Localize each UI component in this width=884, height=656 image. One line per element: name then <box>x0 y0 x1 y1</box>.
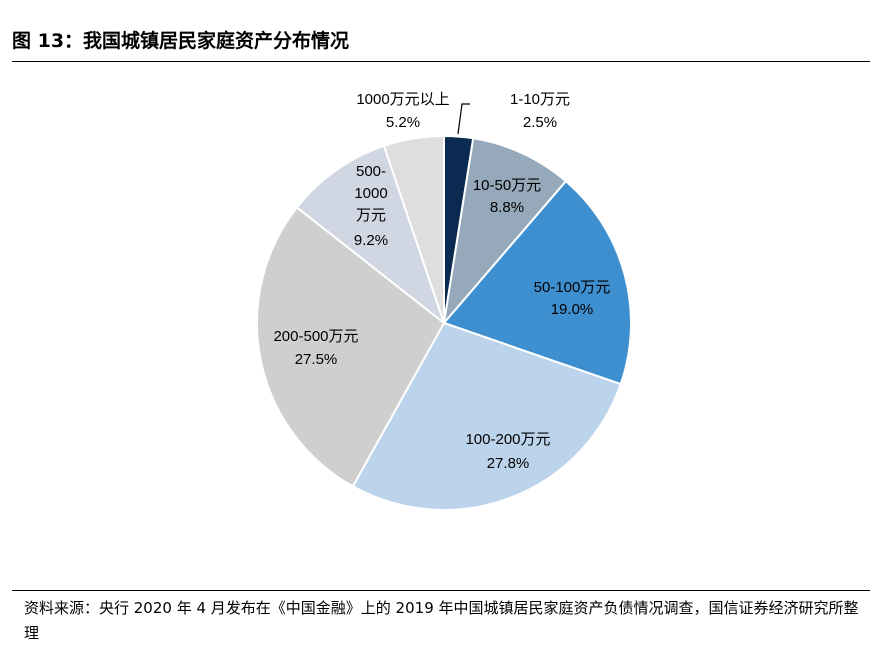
pie-chart: 1-10万元 2.5% 10-50万元 8.8% 50-100万元 19.0% 100-20… <box>256 91 632 511</box>
slice-labels: 1-10万元 2.5% 10-50万元 8.8% 50-100万元 19.0% 100-20… <box>273 91 610 472</box>
slice-value-label: 8.8% <box>490 199 524 216</box>
slice-value-label: 2.5% <box>523 114 557 131</box>
pie-slice <box>351 321 623 511</box>
pie-slices <box>256 134 632 511</box>
pie-slice <box>382 134 445 324</box>
slice-value-label: 9.2% <box>354 232 388 249</box>
slice-category-label: 10-50万元 <box>473 177 541 194</box>
slice-category-label: 200-500万元 <box>273 328 358 345</box>
source-note: 资料来源：央行 2020 年 4 月发布在《中国金融》上的 2019 年中国城镇… <box>24 599 859 642</box>
slice-category-label: 100-200万元 <box>465 431 550 448</box>
slice-category-label: 1000万元以上 <box>356 91 449 108</box>
pie-slice <box>442 179 632 386</box>
pie-slice <box>295 144 447 326</box>
slice-category-label: 500-1000 万元 <box>354 163 387 224</box>
figure-title: 图 13：我国城镇居民家庭资产分布情况 <box>12 30 350 52</box>
title-rule <box>12 61 870 62</box>
slice-category-label: 1-10万元 <box>510 91 570 108</box>
pie-slice <box>256 206 446 488</box>
slice-value-label: 27.5% <box>295 351 338 368</box>
leader-lines <box>457 103 470 135</box>
leader-line <box>457 103 470 135</box>
slice-category-label: 50-100万元 <box>534 279 611 296</box>
source-rule <box>12 590 870 591</box>
pie-slice <box>442 137 568 327</box>
slice-value-label: 27.8% <box>487 455 530 472</box>
slice-value-label: 5.2% <box>386 114 420 131</box>
slice-value-label: 19.0% <box>551 301 594 318</box>
